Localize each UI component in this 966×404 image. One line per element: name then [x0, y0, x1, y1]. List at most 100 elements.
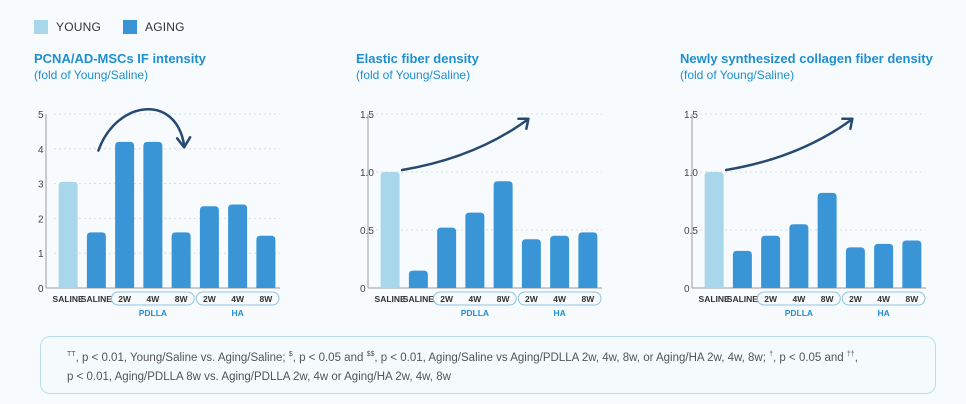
bar-aging — [143, 141, 163, 288]
footnote-symbol: TT — [67, 351, 76, 358]
bar-young — [704, 172, 724, 288]
x-tick-label: 2W — [764, 294, 778, 304]
x-tick-label: 2W — [118, 294, 132, 304]
chart-pcna: PCNA/AD-MSCs IF intensity (fold of Young… — [34, 50, 304, 320]
y-tick-label: 2 — [38, 214, 44, 225]
bar-young — [58, 181, 78, 288]
y-tick-label: 0 — [684, 284, 690, 295]
x-tick-label: 8W — [821, 294, 835, 304]
bar-aging — [550, 235, 570, 288]
footnote-text: , p < 0.05 and — [292, 351, 367, 364]
bar-aging — [578, 232, 598, 288]
group-bracket — [757, 291, 841, 306]
y-tick-label: 0.5 — [360, 226, 374, 237]
x-tick-label: 8W — [175, 294, 189, 304]
y-tick-label: 1.5 — [684, 110, 698, 121]
y-tick-label: 4 — [38, 145, 44, 156]
chart-subtitle: (fold of Young/Saline) — [356, 68, 471, 82]
bar-aging — [115, 141, 135, 288]
bar-aging — [228, 204, 248, 288]
chart-subtitle: (fold of Young/Saline) — [680, 68, 795, 82]
x-tick-label: 2W — [440, 294, 454, 304]
group-label: PDLLA — [139, 308, 167, 318]
chart-title: Elastic fiber density — [356, 51, 479, 66]
x-tick-label: SALINE — [699, 294, 731, 304]
y-tick-label: 0 — [360, 284, 366, 295]
group-bracket — [111, 291, 195, 306]
group-label: PDLLA — [785, 308, 813, 318]
legend-swatch-aging — [123, 20, 138, 34]
footnote-text: , p < 0.01, Young/Saline vs. Aging/Salin… — [75, 351, 289, 364]
x-tick-label: 4W — [793, 294, 807, 304]
x-tick-label: 4W — [877, 294, 891, 304]
x-tick-label: 8W — [260, 294, 274, 304]
chart-collagen: Newly synthesized collagen fiber density… — [680, 50, 950, 320]
x-tick-label: 8W — [497, 294, 511, 304]
footnote-symbol: †† — [846, 351, 855, 358]
footnote-text: , p < 0.01, Aging/Saline vs Aging/PDLLA … — [374, 351, 770, 364]
x-tick-label: 4W — [553, 294, 567, 304]
bar-aging — [86, 232, 106, 288]
legend: YOUNG AGING — [34, 20, 185, 34]
x-tick-label: 2W — [849, 294, 863, 304]
bar-aging — [732, 250, 752, 288]
legend-label-young: YOUNG — [56, 20, 102, 34]
x-tick-label: 8W — [906, 294, 920, 304]
x-tick-label: 2W — [525, 294, 539, 304]
group-label: HA — [877, 308, 889, 318]
trend-arrow — [724, 118, 853, 172]
legend-label-aging: AGING — [145, 20, 185, 34]
legend-swatch-young — [34, 20, 48, 34]
trend-arrow — [97, 108, 186, 152]
x-tick-label: SALINE — [403, 294, 435, 304]
footnote: TT, p < 0.01, Young/Saline vs. Aging/Sal… — [40, 336, 936, 394]
x-tick-label: SALINE — [53, 294, 85, 304]
footnote-symbol: $ — [288, 351, 293, 358]
x-tick-label: 2W — [203, 294, 217, 304]
bar-aging — [761, 235, 781, 288]
group-bracket — [195, 291, 280, 306]
x-tick-label: SALINE — [375, 294, 407, 304]
bar-aging — [902, 240, 922, 288]
bar-young — [380, 172, 400, 288]
x-tick-label: 4W — [469, 294, 483, 304]
chart-subtitle: (fold of Young/Saline) — [34, 68, 149, 82]
bar-aging — [789, 224, 809, 288]
legend-item-aging: AGING — [123, 20, 185, 34]
group-bracket — [433, 291, 517, 306]
x-tick-label: 4W — [231, 294, 245, 304]
y-tick-label: 5 — [38, 110, 44, 121]
x-tick-label: SALINE — [81, 294, 113, 304]
y-tick-label: 0.5 — [684, 226, 698, 237]
bar-aging — [493, 181, 513, 288]
bar-aging — [171, 232, 191, 288]
bar-aging — [465, 212, 485, 288]
x-tick-label: 8W — [582, 294, 596, 304]
y-tick-label: 3 — [38, 180, 44, 191]
bar-aging — [874, 243, 894, 288]
y-tick-label: 1.0 — [360, 168, 374, 179]
group-label: PDLLA — [461, 308, 489, 318]
group-label: HA — [231, 308, 243, 318]
bar-aging — [845, 247, 865, 288]
group-bracket — [841, 291, 926, 306]
trend-arrowhead — [517, 117, 530, 131]
bar-aging — [256, 235, 276, 288]
x-tick-label: 4W — [147, 294, 161, 304]
trend-arrowhead — [841, 117, 854, 131]
footnote-text: , — [854, 351, 858, 364]
y-tick-label: 1.5 — [360, 110, 374, 121]
y-tick-label: 1 — [38, 249, 44, 260]
y-tick-label: 1.0 — [684, 168, 698, 179]
footnote-symbol: † — [769, 351, 774, 358]
trend-arrowhead — [175, 136, 192, 149]
group-label: HA — [553, 308, 565, 318]
legend-item-young: YOUNG — [34, 20, 101, 34]
bar-aging — [408, 270, 428, 288]
chart-title: PCNA/AD-MSCs IF intensity — [34, 51, 206, 66]
bar-aging — [817, 192, 837, 288]
group-bracket — [517, 291, 602, 306]
bar-aging — [437, 227, 457, 288]
